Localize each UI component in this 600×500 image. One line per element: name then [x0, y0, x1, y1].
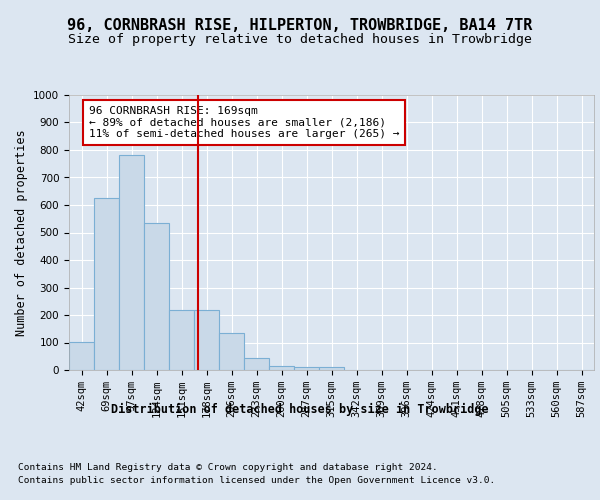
Text: Contains public sector information licensed under the Open Government Licence v3: Contains public sector information licen…	[18, 476, 495, 485]
Text: Distribution of detached houses by size in Trowbridge: Distribution of detached houses by size …	[111, 402, 489, 415]
Bar	[294, 367, 319, 370]
Text: Contains HM Land Registry data © Crown copyright and database right 2024.: Contains HM Land Registry data © Crown c…	[18, 462, 438, 471]
Bar	[119, 156, 144, 370]
Bar	[194, 310, 219, 370]
Bar	[69, 342, 94, 370]
Bar	[269, 366, 294, 370]
Text: Size of property relative to detached houses in Trowbridge: Size of property relative to detached ho…	[68, 34, 532, 46]
Bar	[219, 333, 244, 370]
Bar	[319, 367, 344, 370]
Bar	[169, 310, 194, 370]
Text: 96, CORNBRASH RISE, HILPERTON, TROWBRIDGE, BA14 7TR: 96, CORNBRASH RISE, HILPERTON, TROWBRIDG…	[67, 18, 533, 32]
Bar	[144, 223, 169, 370]
Bar	[244, 358, 269, 370]
Y-axis label: Number of detached properties: Number of detached properties	[14, 129, 28, 336]
Bar	[94, 198, 119, 370]
Text: 96 CORNBRASH RISE: 169sqm
← 89% of detached houses are smaller (2,186)
11% of se: 96 CORNBRASH RISE: 169sqm ← 89% of detac…	[89, 106, 400, 139]
